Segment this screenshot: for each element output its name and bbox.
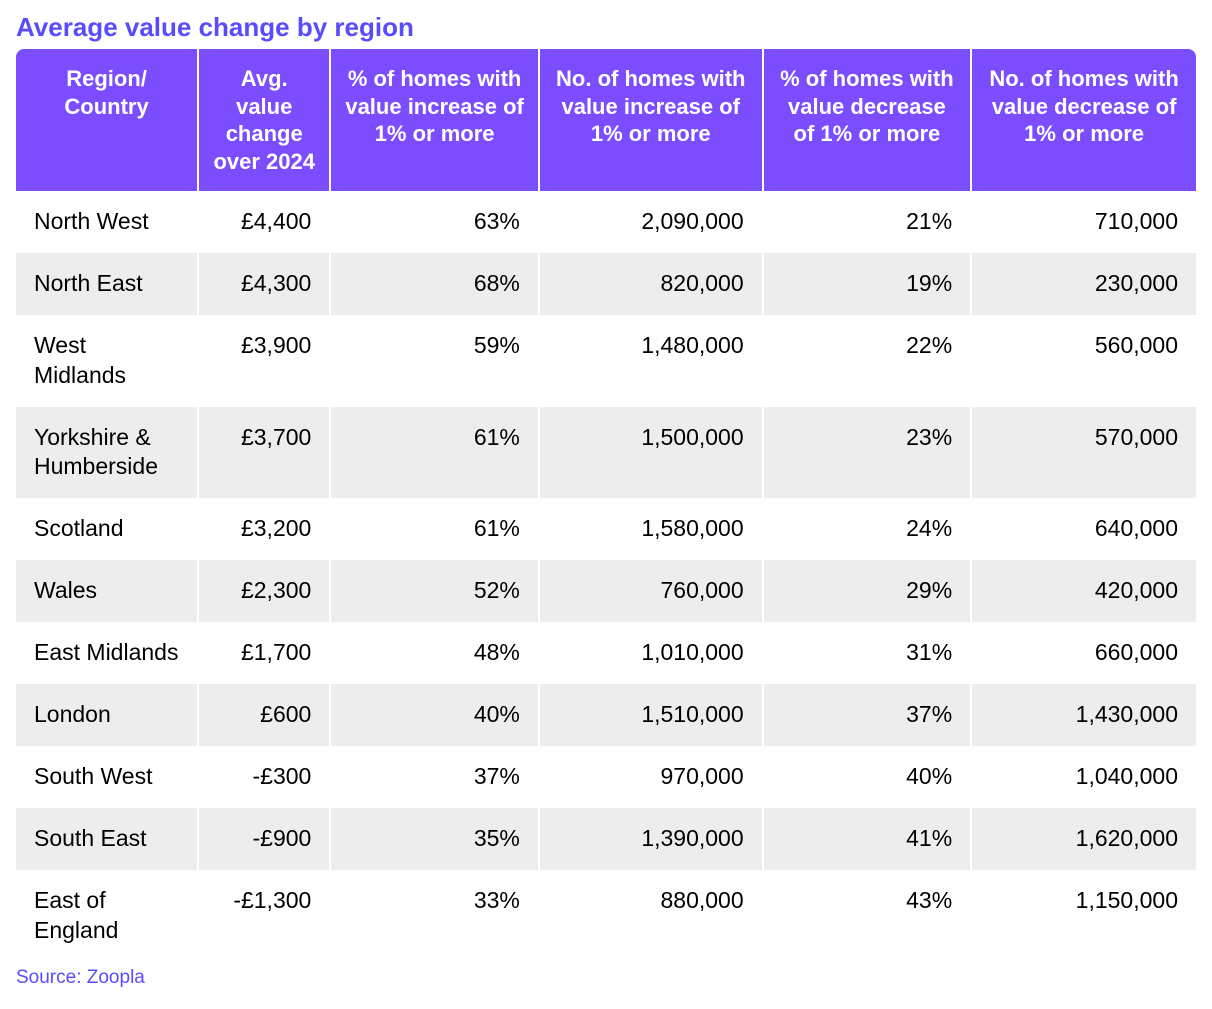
col-header-num-increase: No. of homes with value increase of 1% o… [540,49,764,191]
col-header-pct-increase: % of homes with value increase of 1% or … [331,49,540,191]
cell-region: North East [16,253,199,315]
table-row: South West -£300 37% 970,000 40% 1,040,0… [16,746,1196,808]
table-row: South East -£900 35% 1,390,000 41% 1,620… [16,808,1196,870]
cell-pct-decrease: 40% [764,746,973,808]
cell-num-increase: 2,090,000 [540,191,764,253]
cell-pct-increase: 61% [331,498,540,560]
cell-avg-change: £3,900 [199,315,331,407]
cell-num-decrease: 1,430,000 [972,684,1196,746]
table-row: West Midlands £3,900 59% 1,480,000 22% 5… [16,315,1196,407]
table-row: Yorkshire & Humberside £3,700 61% 1,500,… [16,407,1196,499]
cell-pct-decrease: 31% [764,622,973,684]
cell-region: South West [16,746,199,808]
table-row: North West £4,400 63% 2,090,000 21% 710,… [16,191,1196,253]
table-row: East of England -£1,300 33% 880,000 43% … [16,870,1196,962]
cell-avg-change: £600 [199,684,331,746]
cell-region: West Midlands [16,315,199,407]
cell-num-decrease: 710,000 [972,191,1196,253]
cell-num-increase: 1,500,000 [540,407,764,499]
cell-pct-increase: 48% [331,622,540,684]
table-row: Scotland £3,200 61% 1,580,000 24% 640,00… [16,498,1196,560]
cell-pct-decrease: 43% [764,870,973,962]
cell-avg-change: £4,400 [199,191,331,253]
cell-avg-change: £3,200 [199,498,331,560]
source-caption: Source: Zoopla [16,967,1196,989]
cell-pct-decrease: 29% [764,560,973,622]
region-value-table: Region/ Country Avg. value change over 2… [16,49,1196,961]
table-row: North East £4,300 68% 820,000 19% 230,00… [16,253,1196,315]
cell-num-increase: 970,000 [540,746,764,808]
cell-num-decrease: 1,620,000 [972,808,1196,870]
cell-pct-increase: 59% [331,315,540,407]
cell-avg-change: -£1,300 [199,870,331,962]
cell-pct-decrease: 19% [764,253,973,315]
cell-num-increase: 1,480,000 [540,315,764,407]
cell-num-decrease: 560,000 [972,315,1196,407]
cell-avg-change: -£900 [199,808,331,870]
cell-num-decrease: 230,000 [972,253,1196,315]
cell-pct-increase: 68% [331,253,540,315]
cell-num-increase: 820,000 [540,253,764,315]
cell-pct-increase: 35% [331,808,540,870]
cell-avg-change: £2,300 [199,560,331,622]
cell-region: North West [16,191,199,253]
col-header-num-decrease: No. of homes with value decrease of 1% o… [972,49,1196,191]
table-row: London £600 40% 1,510,000 37% 1,430,000 [16,684,1196,746]
cell-num-increase: 760,000 [540,560,764,622]
cell-region: Scotland [16,498,199,560]
cell-pct-decrease: 22% [764,315,973,407]
cell-region: East of England [16,870,199,962]
cell-avg-change: £3,700 [199,407,331,499]
col-header-avg-change: Avg. value change over 2024 [199,49,331,191]
cell-num-decrease: 1,150,000 [972,870,1196,962]
cell-pct-decrease: 21% [764,191,973,253]
table-row: Wales £2,300 52% 760,000 29% 420,000 [16,560,1196,622]
cell-pct-increase: 63% [331,191,540,253]
cell-pct-increase: 33% [331,870,540,962]
col-header-pct-decrease: % of homes with value decrease of 1% or … [764,49,973,191]
cell-pct-increase: 61% [331,407,540,499]
cell-num-increase: 1,390,000 [540,808,764,870]
cell-pct-increase: 52% [331,560,540,622]
cell-region: South East [16,808,199,870]
cell-avg-change: £4,300 [199,253,331,315]
cell-num-increase: 880,000 [540,870,764,962]
cell-num-increase: 1,510,000 [540,684,764,746]
cell-num-decrease: 660,000 [972,622,1196,684]
cell-pct-decrease: 37% [764,684,973,746]
cell-pct-decrease: 23% [764,407,973,499]
cell-region: Yorkshire & Humberside [16,407,199,499]
cell-pct-decrease: 24% [764,498,973,560]
cell-avg-change: -£300 [199,746,331,808]
cell-num-decrease: 1,040,000 [972,746,1196,808]
cell-pct-decrease: 41% [764,808,973,870]
cell-avg-change: £1,700 [199,622,331,684]
table-header-row: Region/ Country Avg. value change over 2… [16,49,1196,191]
cell-num-increase: 1,580,000 [540,498,764,560]
cell-num-decrease: 640,000 [972,498,1196,560]
cell-region: Wales [16,560,199,622]
cell-region: East Midlands [16,622,199,684]
cell-region: London [16,684,199,746]
cell-num-decrease: 570,000 [972,407,1196,499]
cell-num-decrease: 420,000 [972,560,1196,622]
cell-num-increase: 1,010,000 [540,622,764,684]
table-body: North West £4,400 63% 2,090,000 21% 710,… [16,191,1196,961]
table-title: Average value change by region [16,12,1196,43]
table-row: East Midlands £1,700 48% 1,010,000 31% 6… [16,622,1196,684]
cell-pct-increase: 37% [331,746,540,808]
cell-pct-increase: 40% [331,684,540,746]
col-header-region: Region/ Country [16,49,199,191]
